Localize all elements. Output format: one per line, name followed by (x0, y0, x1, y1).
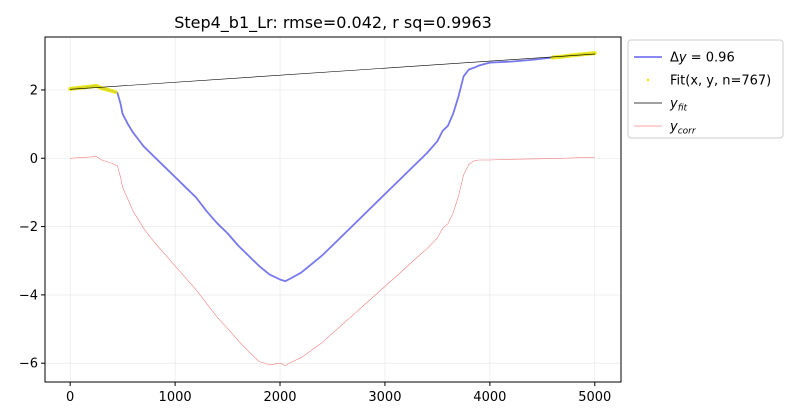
legend-label-ycorr: ycorr (669, 120, 697, 137)
x-tick-label: 2000 (263, 390, 296, 405)
x-tick-label: 1000 (159, 390, 192, 405)
plot-frame (44, 36, 622, 383)
axis-ticks: 0 1000 2000 3000 4000 5000 −6 −4 −2 0 2 (19, 83, 611, 405)
x-tick-label: 0 (66, 390, 74, 405)
legend-label-subscript: corr (678, 127, 697, 137)
y-tick-label: 2 (30, 83, 38, 98)
legend-entry-yfit: yfit (634, 97, 688, 114)
y-tick-label: −6 (19, 357, 38, 372)
legend-entry-dy: Δy = 0.96 (634, 51, 735, 66)
legend-entry-fit: Fit(x, y, n=767) (646, 74, 771, 89)
y-tick-label: 0 (30, 152, 38, 167)
series-line-dy (69, 52, 596, 283)
grid (45, 37, 621, 382)
series-line-yfit (69, 53, 596, 90)
legend-label-prefix: Δ (670, 51, 679, 66)
series-line-ycorr (69, 156, 596, 366)
legend-label-fit: Fit(x, y, n=767) (670, 74, 771, 89)
x-tick-label: 3000 (368, 390, 401, 405)
legend-label-symbol: y (669, 97, 678, 112)
chart-title: Step4_b1_Lr: rmse=0.042, r sq=0.9963 (174, 13, 492, 33)
legend-label-symbol: y (678, 51, 687, 66)
x-tick-label: 4000 (473, 390, 506, 405)
legend-entry-ycorr: ycorr (634, 120, 697, 137)
series-line-fit (550, 51, 597, 60)
series-layer (68, 51, 597, 366)
x-tick-label: 5000 (578, 390, 611, 405)
y-tick-label: −2 (19, 220, 38, 235)
legend-label-yfit: yfit (669, 97, 688, 114)
legend-label-value: = 0.96 (687, 51, 735, 66)
y-tick-label: −4 (19, 288, 38, 303)
legend-label-text: Fit(x, y, n=767) (670, 74, 771, 89)
legend-label-dy: Δy = 0.96 (670, 51, 735, 66)
legend-label-subscript: fit (678, 104, 688, 114)
legend-box (627, 39, 784, 139)
legend-label-symbol: y (669, 120, 678, 135)
legend-marker-fit (646, 78, 650, 82)
series-line-fit (68, 83, 118, 94)
